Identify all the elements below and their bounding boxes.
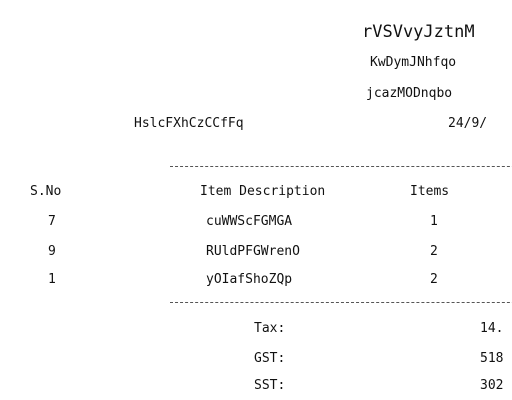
column-header-description: Item Description [200, 184, 326, 199]
row-description: RUldPFGWrenO [206, 244, 300, 259]
receipt-line-2: jcazMODnqbo [366, 86, 453, 101]
row-items: 2 [430, 244, 438, 259]
row-items: 1 [430, 214, 438, 229]
divider-bottom [170, 302, 512, 303]
row-sn: 9 [48, 244, 56, 259]
column-header-sn: S.No [30, 184, 62, 199]
summary-value: 302 [480, 378, 504, 393]
receipt-title: rVSVvyJztnM [362, 22, 475, 42]
row-description: cuWWScFGMGA [206, 214, 293, 229]
row-description: yOIafShoZQp [206, 272, 293, 287]
summary-label: Tax: [254, 321, 286, 336]
divider-top [170, 166, 512, 167]
summary-value: 14. [480, 321, 504, 336]
row-sn: 1 [48, 272, 56, 287]
summary-label: SST: [254, 378, 286, 393]
summary-label: GST: [254, 351, 286, 366]
receipt-date: 24/9/ [448, 116, 488, 131]
row-sn: 7 [48, 214, 56, 229]
column-header-items: Items [410, 184, 450, 199]
summary-value: 518 [480, 351, 504, 366]
row-items: 2 [430, 272, 438, 287]
receipt-line-1: KwDymJNhfqo [370, 55, 457, 70]
receipt-left-header: HslcFXhCzCCfFq [134, 116, 244, 131]
